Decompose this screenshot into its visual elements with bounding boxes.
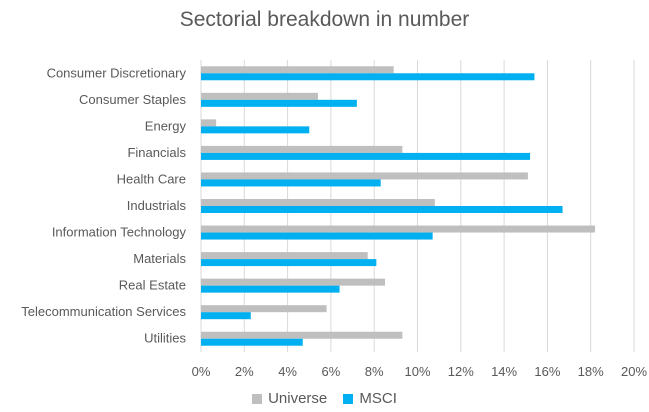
bar-msci: [201, 285, 340, 293]
category-label: Materials: [133, 251, 186, 266]
category-label: Energy: [145, 118, 187, 133]
bar-universe: [201, 305, 327, 313]
category-label: Industrials: [127, 198, 187, 213]
x-tick-label: 14%: [491, 364, 517, 379]
bar-universe: [201, 278, 386, 286]
legend-label-universe: Universe: [268, 390, 328, 407]
bar-msci: [201, 312, 251, 320]
x-tick-label: 16%: [534, 364, 560, 379]
category-label: Real Estate: [119, 278, 186, 293]
category-label: Consumer Staples: [79, 92, 186, 107]
category-label: Telecommunication Services: [21, 304, 186, 319]
category-label: Health Care: [117, 171, 186, 186]
bar-universe: [201, 66, 394, 74]
x-tick-label: 20%: [621, 364, 647, 379]
bar-universe: [201, 172, 528, 180]
legend-label-msci: MSCI: [359, 390, 397, 407]
bar-msci: [201, 259, 377, 267]
x-tick-label: 8%: [365, 364, 384, 379]
x-tick-label: 6%: [322, 364, 341, 379]
legend-item-universe: Universe: [252, 390, 327, 407]
bar-universe: [201, 331, 403, 339]
category-labels: Consumer Discretionary Consumer Staples En…: [21, 65, 186, 345]
x-tick-label: 0%: [192, 364, 211, 379]
x-tick-label: 10%: [404, 364, 430, 379]
bar-msci: [201, 338, 303, 346]
bar-msci: [201, 232, 433, 240]
bar-msci: [201, 126, 310, 134]
legend: Universe MSCI: [0, 390, 649, 408]
category-label: Information Technology: [52, 225, 187, 240]
category-label: Consumer Discretionary: [47, 65, 187, 80]
category-label: Financials: [127, 145, 186, 160]
bar-universe: [201, 92, 318, 100]
bar-universe: [201, 145, 403, 153]
bars: [201, 66, 596, 346]
chart-title: Sectorial breakdown in number: [179, 8, 470, 31]
legend-item-msci: MSCI: [343, 390, 397, 407]
bar-msci: [201, 179, 381, 187]
bar-msci: [201, 99, 357, 107]
bar-universe: [201, 119, 217, 127]
bar-msci: [201, 206, 563, 213]
bar-universe: [201, 225, 596, 233]
x-tick-label: 4%: [278, 364, 297, 379]
legend-swatch-msci: [343, 393, 354, 404]
bar-universe: [201, 252, 368, 260]
legend-swatch-universe: [252, 393, 263, 404]
category-label: Utilities: [144, 331, 186, 346]
x-tick-label: 2%: [235, 364, 254, 379]
x-tick-label: 12%: [448, 364, 474, 379]
x-tick-labels: 0% 2% 4% 6% 8% 10% 12% 14% 16% 18% 20%: [192, 364, 648, 379]
bar-msci: [201, 73, 535, 81]
x-tick-label: 18%: [578, 364, 604, 379]
bar-universe: [201, 199, 435, 206]
bar-msci: [201, 152, 531, 160]
